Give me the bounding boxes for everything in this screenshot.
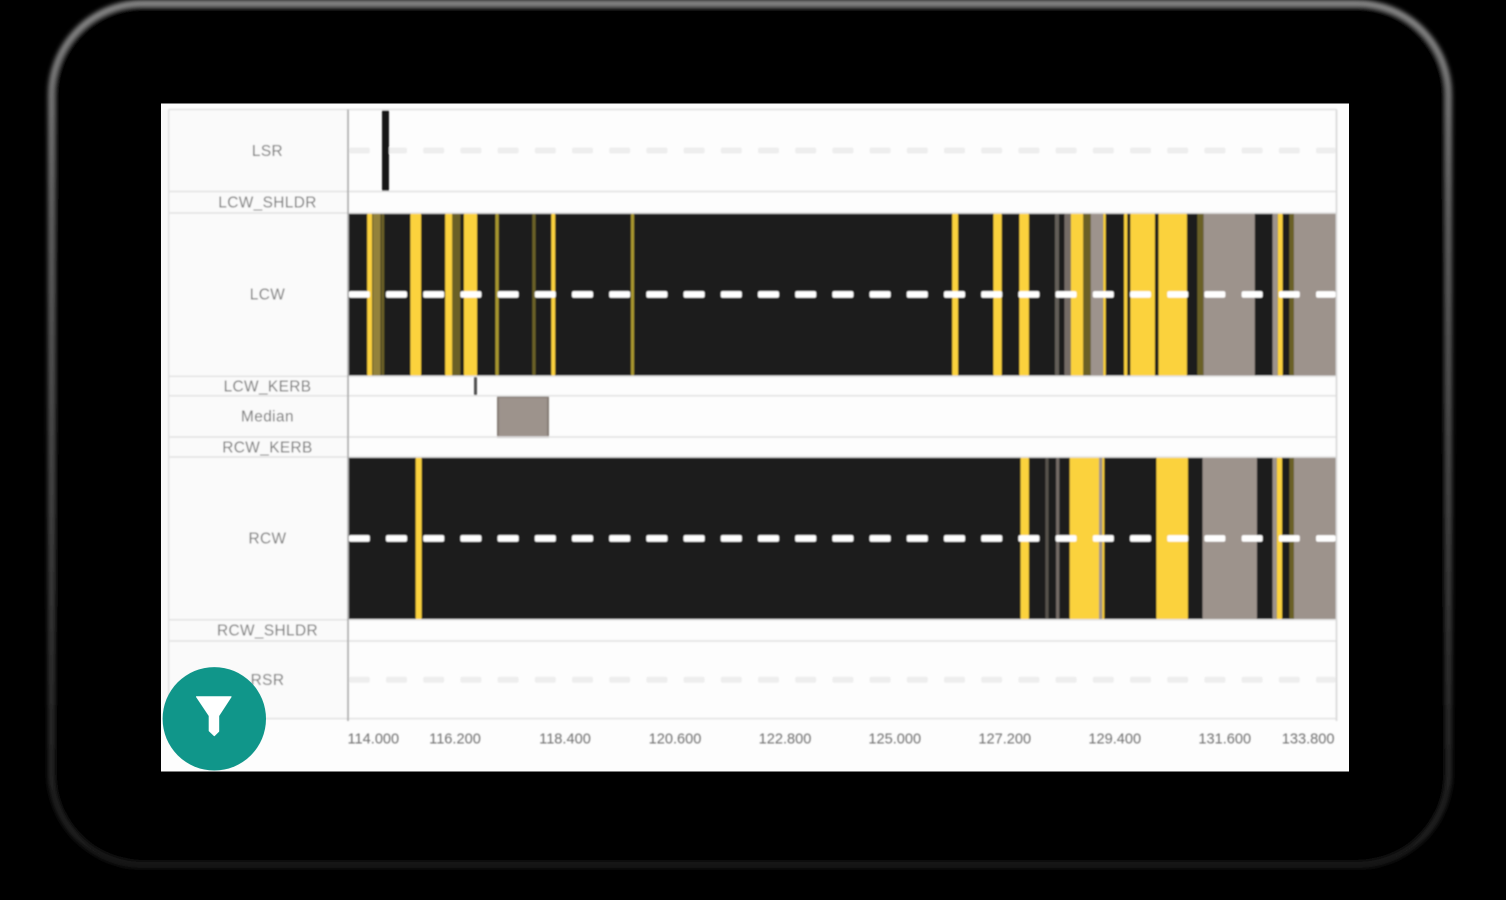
svg-text:129.400: 129.400 [1088,732,1141,748]
svg-text:RCW_KERB: RCW_KERB [222,439,312,456]
svg-text:125.000: 125.000 [868,732,921,748]
svg-text:RCW_SHLDR: RCW_SHLDR [217,623,318,640]
svg-text:118.400: 118.400 [539,732,591,748]
svg-text:LSR: LSR [252,143,283,160]
svg-text:120.600: 120.600 [649,732,702,748]
svg-text:LCW: LCW [250,287,285,304]
svg-text:RSR: RSR [251,672,285,689]
svg-text:Median: Median [241,409,294,426]
svg-text:133.800: 133.800 [1282,732,1335,748]
svg-text:LCW_SHLDR: LCW_SHLDR [218,195,317,212]
svg-text:LCW_KERB: LCW_KERB [224,378,312,395]
svg-text:122.800: 122.800 [759,732,812,748]
svg-text:127.200: 127.200 [978,732,1031,748]
svg-text:RCW: RCW [249,531,287,548]
svg-text:114.000: 114.000 [348,732,400,748]
svg-text:116.200: 116.200 [429,732,481,748]
svg-text:131.600: 131.600 [1198,732,1251,748]
